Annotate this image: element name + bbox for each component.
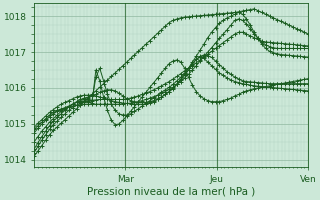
X-axis label: Pression niveau de la mer( hPa ): Pression niveau de la mer( hPa ) bbox=[87, 187, 255, 197]
